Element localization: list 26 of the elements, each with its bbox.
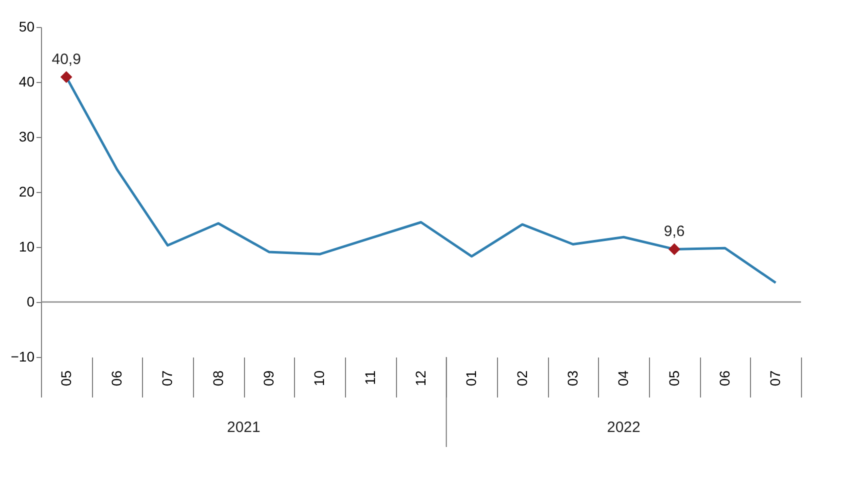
x-tick-label: 07 <box>159 370 176 386</box>
x-tick-label: 09 <box>260 370 276 386</box>
x-tick-label: 04 <box>615 370 632 386</box>
y-tick-label: −10 <box>10 348 35 364</box>
y-tick-label: 30 <box>18 128 35 144</box>
x-tick-label: 12 <box>412 370 428 386</box>
x-tick-label: 02 <box>514 370 530 386</box>
x-tick-label: 08 <box>210 370 226 386</box>
x-tick-label: 10 <box>311 370 328 386</box>
data-label: 40,9 <box>52 51 81 68</box>
text: 2022 <box>606 419 640 436</box>
y-tick-label: 10 <box>18 238 35 254</box>
x-tick-label: 03 <box>564 370 580 386</box>
data-label: 9,6 <box>664 223 685 240</box>
x-tick-label: 06 <box>716 370 732 386</box>
x-tick-label: 07 <box>767 370 784 386</box>
y-tick-label: 20 <box>18 184 35 200</box>
y-tick-label: 0 <box>26 294 35 310</box>
x-tick-label: 05 <box>58 370 74 386</box>
x-tick-label: 05 <box>666 370 682 386</box>
x-tick-label: 11 <box>362 370 378 386</box>
x-tick-label: 06 <box>108 370 124 386</box>
y-tick-label: 40 <box>18 74 35 90</box>
text: 2021 <box>226 419 260 436</box>
y-tick-label: 50 <box>18 18 35 34</box>
x-tick-label: 01 <box>463 370 480 386</box>
